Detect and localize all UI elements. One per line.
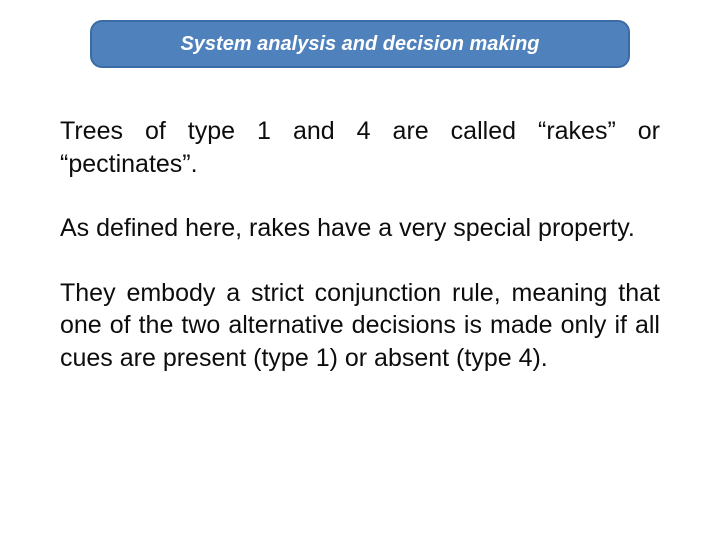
paragraph-2: As defined here, rakes have a very speci… [60,212,660,245]
slide-content: Trees of type 1 and 4 are called “rakes”… [60,115,660,374]
paragraph-1: Trees of type 1 and 4 are called “rakes”… [60,115,660,180]
slide-title-bar: System analysis and decision making [90,20,630,68]
paragraph-3: They embody a strict conjunction rule, m… [60,277,660,375]
slide-title: System analysis and decision making [180,33,539,56]
